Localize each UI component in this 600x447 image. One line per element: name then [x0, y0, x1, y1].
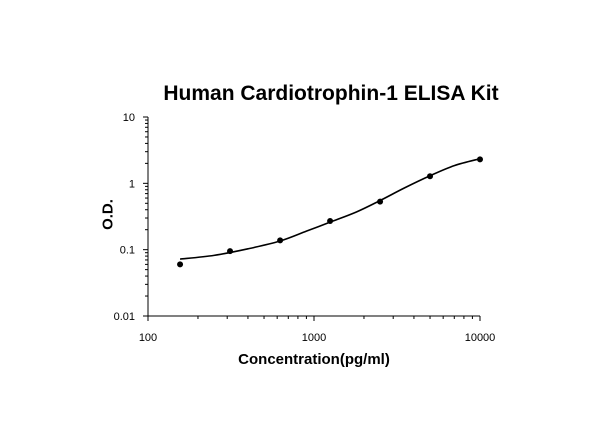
- x-tick-label: 10000: [465, 332, 496, 344]
- data-point: [427, 173, 434, 180]
- data-point: [227, 248, 234, 255]
- y-tick-label: 1: [129, 178, 135, 190]
- fit-curve: [179, 157, 481, 260]
- data-point: [327, 218, 334, 225]
- y-tick-label: 10: [123, 112, 135, 124]
- data-point: [277, 237, 284, 244]
- x-axis-label: Concentration(pg/ml): [238, 351, 390, 368]
- data-point: [477, 156, 483, 163]
- data-point: [177, 261, 184, 268]
- chart-title: Human Cardiotrophin-1 ELISA Kit: [163, 82, 499, 105]
- y-tick-label: 0.01: [114, 311, 135, 323]
- y-tick-label: 0.1: [120, 245, 135, 257]
- x-tick-label: 1000: [302, 332, 326, 344]
- data-point: [377, 198, 384, 205]
- x-tick-label: 100: [139, 332, 157, 344]
